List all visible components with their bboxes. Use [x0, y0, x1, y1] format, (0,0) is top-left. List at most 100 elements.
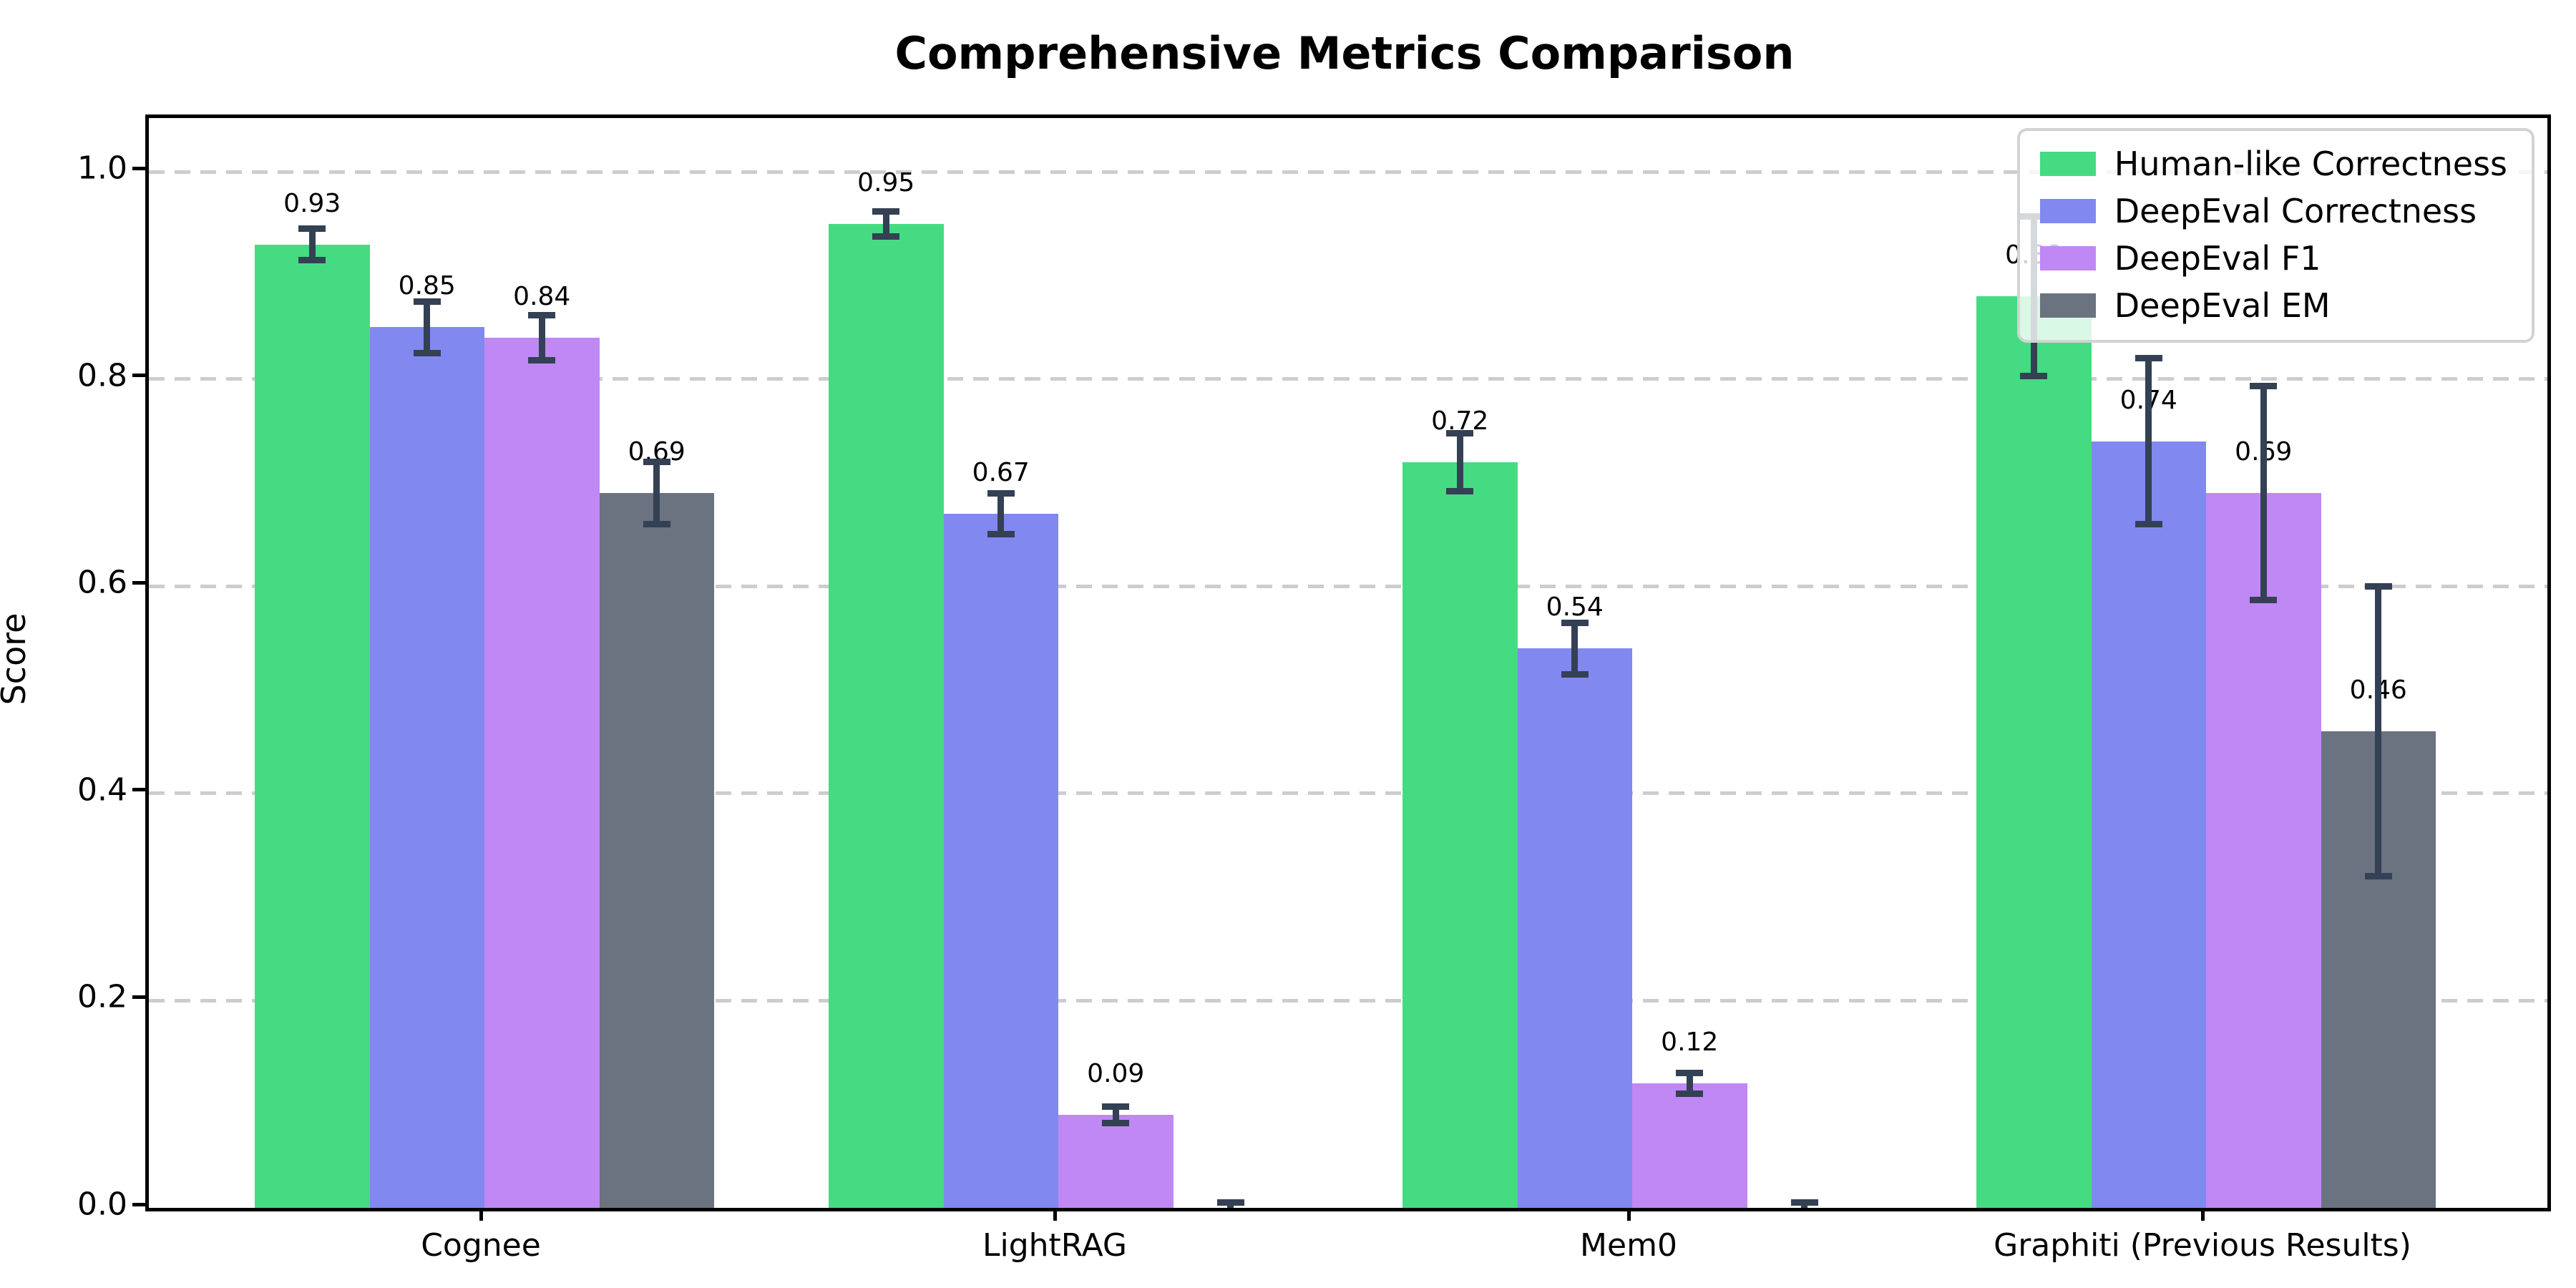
error-bar-cap-bottom	[1446, 487, 1474, 494]
bar	[1517, 648, 1632, 1208]
y-tick-mark	[132, 374, 145, 378]
bar	[369, 327, 484, 1208]
error-bar-cap-top	[1676, 1070, 1704, 1077]
bar	[829, 223, 944, 1208]
y-axis-label: Score	[0, 613, 33, 706]
plot-area: Human-like Correctness DeepEval Correctne…	[145, 114, 2551, 1211]
bar-value-label: 0.54	[1546, 592, 1604, 623]
y-tick-mark	[132, 788, 145, 792]
y-tick-label: 0.8	[77, 357, 127, 394]
error-bar-line	[653, 462, 660, 525]
error-bar-cap-bottom	[643, 521, 670, 527]
bar	[484, 337, 600, 1208]
legend-item-label: Human-like Correctness	[2114, 145, 2507, 183]
bar	[599, 493, 714, 1208]
error-bar-cap-top	[1216, 1199, 1244, 1206]
y-tick-mark	[132, 580, 145, 585]
legend-item: Human-like Correctness	[2039, 145, 2507, 183]
error-bar-cap-top	[1446, 429, 1474, 436]
error-bar-cap-top	[2364, 582, 2392, 590]
error-bar-line	[1456, 433, 1463, 492]
error-bar-cap-top	[298, 225, 326, 233]
error-bar-line	[2260, 386, 2267, 600]
error-bar-cap-top	[1102, 1103, 1130, 1110]
y-tick-mark	[132, 995, 145, 999]
bar	[255, 244, 370, 1208]
error-bar-cap-bottom	[987, 531, 1015, 538]
legend-swatch	[2039, 246, 2096, 270]
y-tick-mark	[132, 166, 145, 170]
error-bar-line	[1112, 1106, 1119, 1123]
bar	[1976, 296, 2092, 1208]
bar-value-label: 0.67	[972, 458, 1030, 488]
x-category-label: Graphiti (Previous Results)	[1994, 1227, 2411, 1264]
error-bar-cap-bottom	[1561, 670, 1589, 678]
legend: Human-like Correctness DeepEval Correctne…	[2016, 128, 2534, 343]
x-category-label: Cognee	[421, 1227, 541, 1264]
y-tick-label: 0.0	[77, 1186, 127, 1223]
error-bar-cap-bottom	[2020, 372, 2048, 379]
legend-item: DeepEval EM	[2039, 286, 2507, 325]
gridline	[149, 584, 2547, 588]
error-bar-cap-bottom	[298, 256, 326, 263]
bar-value-label: 0.93	[283, 188, 341, 218]
bar	[1402, 462, 1518, 1208]
error-bar-line	[1571, 623, 1579, 675]
error-bar-line	[1686, 1073, 1693, 1094]
error-bar-line	[2375, 586, 2382, 877]
error-bar-line	[308, 228, 316, 260]
x-tick-mark	[1053, 1208, 1057, 1221]
legend-swatch	[2039, 199, 2096, 223]
error-bar-line	[882, 211, 889, 237]
error-bar-cap-top	[528, 311, 556, 318]
gridline	[149, 170, 2547, 174]
error-bar-cap-bottom	[2364, 873, 2392, 880]
legend-swatch	[2039, 152, 2096, 176]
legend-swatch	[2039, 293, 2096, 318]
error-bar-line	[997, 493, 1005, 535]
bar	[2206, 493, 2321, 1208]
error-bar-line	[424, 301, 431, 353]
bar-value-label: 0.95	[857, 167, 915, 197]
error-bar-cap-bottom	[872, 233, 900, 240]
bar-value-label: 0.09	[1087, 1058, 1145, 1088]
error-bar-cap-top	[872, 208, 900, 215]
legend-item-label: DeepEval F1	[2114, 239, 2321, 278]
error-bar-cap-top	[643, 459, 670, 466]
error-bar-line	[538, 315, 545, 361]
plot-inner-layer: Human-like Correctness DeepEval Correctne…	[149, 118, 2547, 1208]
y-tick-label: 0.2	[77, 978, 127, 1015]
bar	[2091, 441, 2206, 1208]
error-bar-cap-top	[1561, 619, 1589, 626]
error-bar-cap-bottom	[2135, 521, 2162, 527]
bar-value-label: 0.12	[1661, 1028, 1719, 1058]
x-category-label: LightRAG	[982, 1227, 1128, 1264]
gridline	[149, 377, 2547, 381]
gridline	[149, 998, 2547, 1002]
error-bar-cap-top	[2250, 383, 2278, 390]
gridline	[149, 791, 2547, 796]
x-tick-mark	[2200, 1208, 2205, 1221]
error-bar-cap-bottom	[1102, 1119, 1130, 1126]
y-tick-label: 0.4	[77, 771, 127, 809]
error-bar-cap-bottom	[1676, 1091, 1704, 1098]
legend-item-label: DeepEval EM	[2114, 286, 2331, 325]
error-bar-cap-bottom	[2250, 596, 2278, 603]
bar	[1632, 1083, 1747, 1208]
bar	[1058, 1114, 1174, 1208]
bar-value-label: 0.84	[513, 281, 571, 311]
bar	[943, 514, 1058, 1208]
error-bar-cap-top	[2135, 355, 2162, 362]
chart-title: Comprehensive Metrics Comparison	[894, 27, 1795, 79]
y-tick-label: 0.6	[77, 564, 127, 601]
legend-item: DeepEval F1	[2039, 239, 2507, 278]
y-tick-mark	[132, 1202, 145, 1206]
legend-item: DeepEval Correctness	[2039, 192, 2507, 230]
error-bar-cap-bottom	[528, 357, 556, 364]
error-bar-cap-top	[413, 298, 441, 305]
error-bar-cap-top	[987, 489, 1015, 497]
error-bar-cap-bottom	[413, 350, 441, 357]
x-category-label: Mem0	[1580, 1227, 1677, 1264]
legend-item-label: DeepEval Correctness	[2114, 192, 2477, 230]
